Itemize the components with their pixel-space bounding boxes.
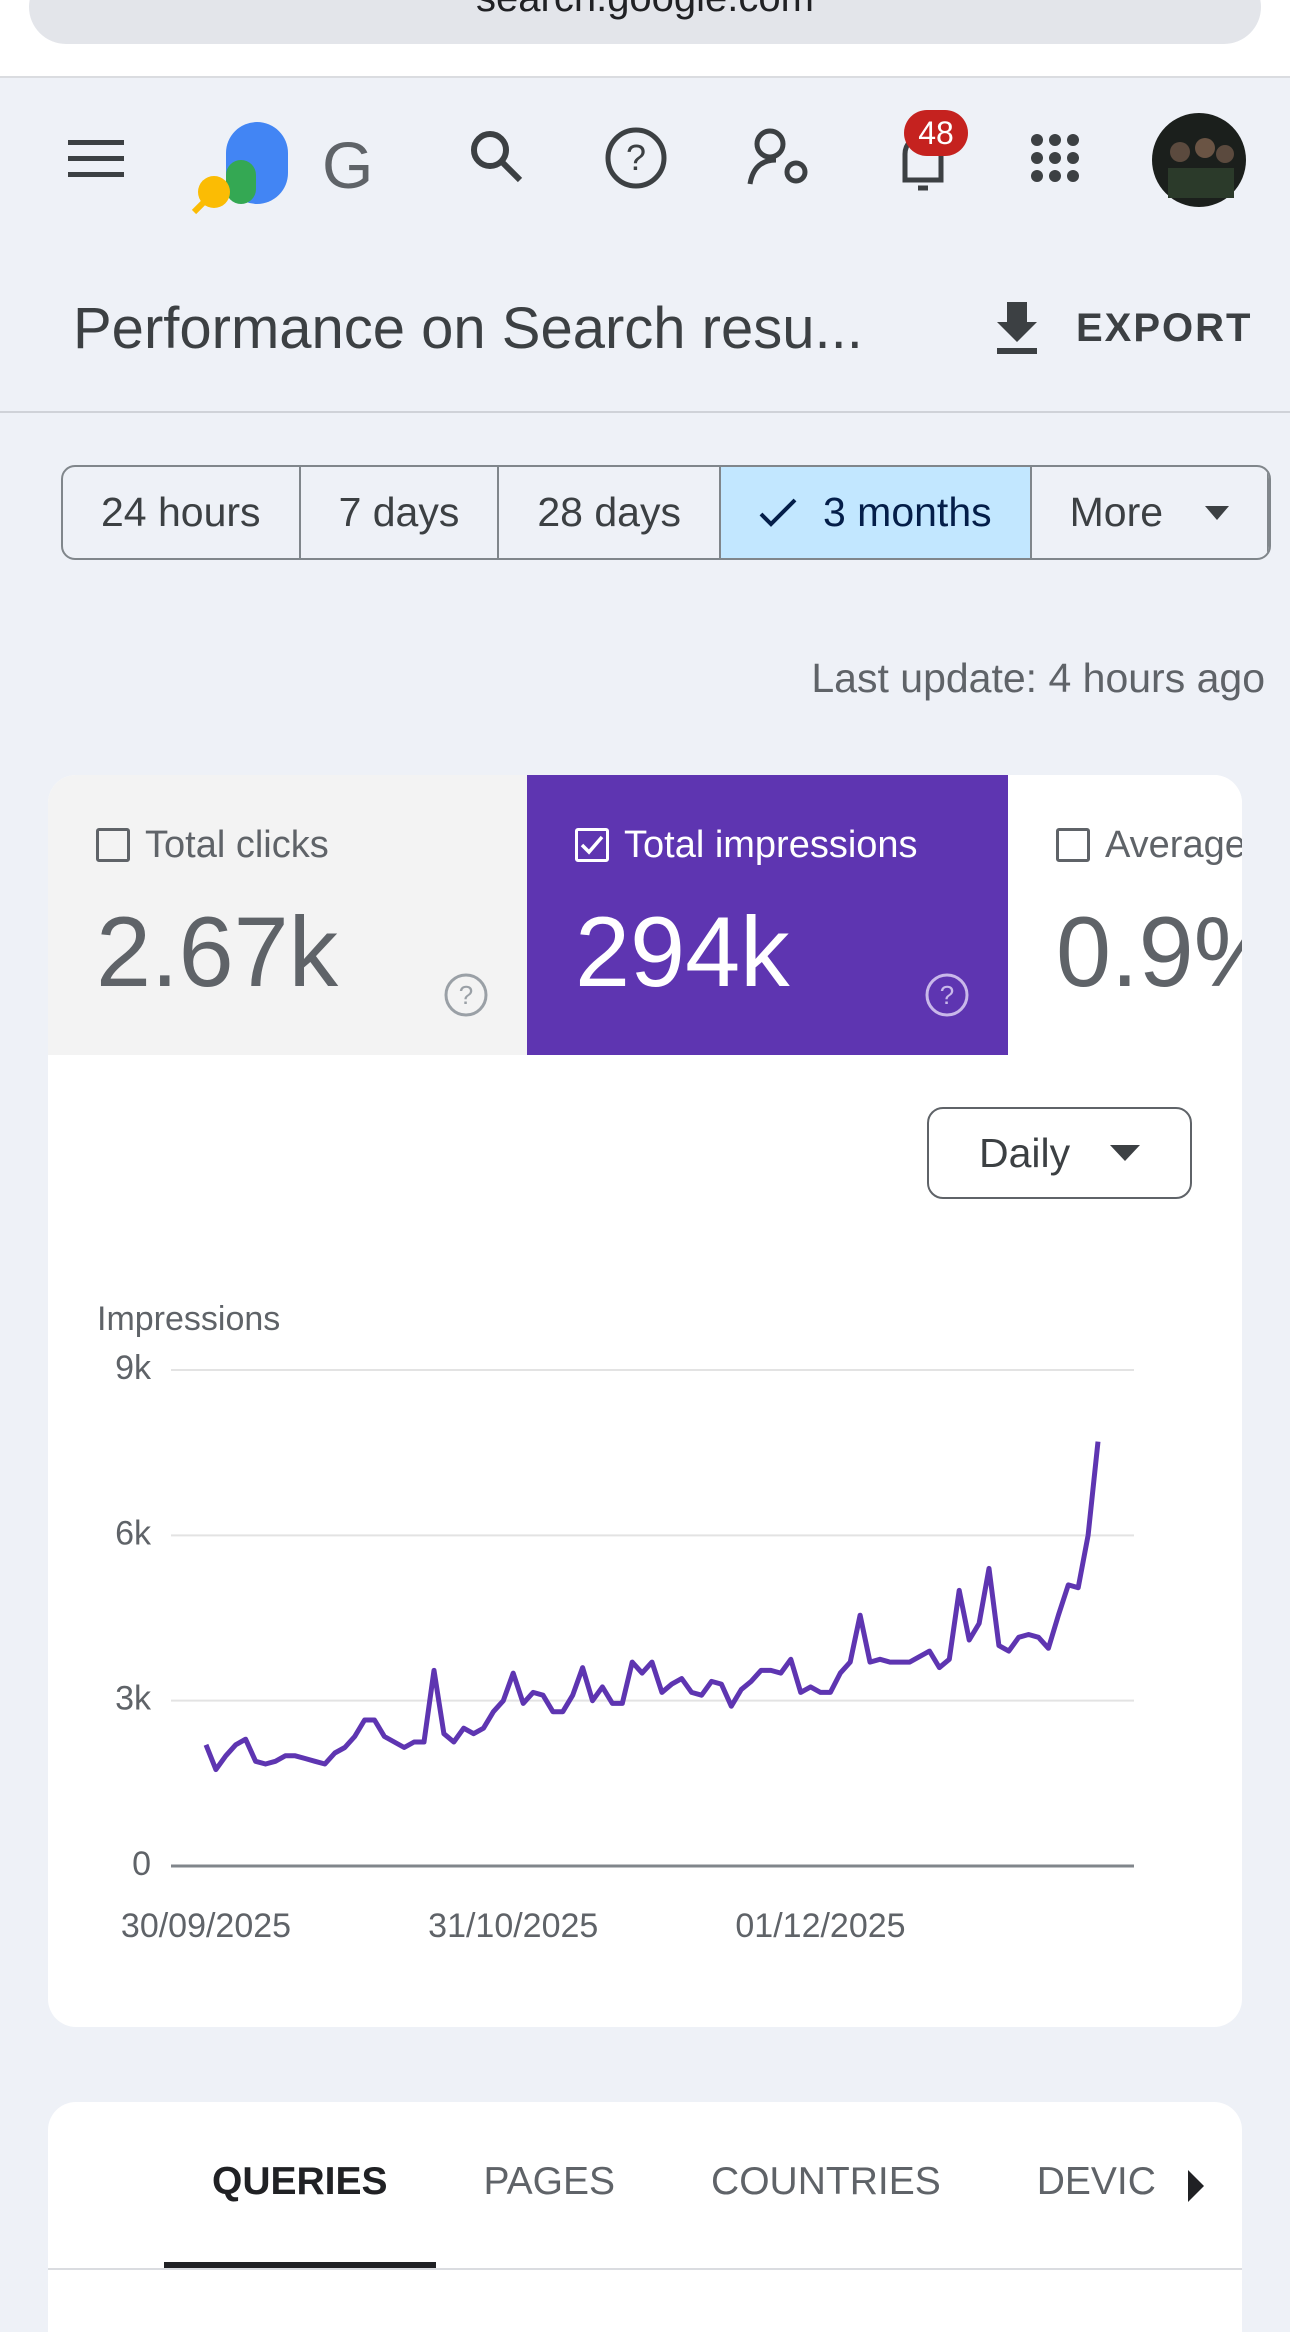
search-icon[interactable] — [471, 131, 523, 183]
logo — [191, 122, 288, 215]
export-icon[interactable] — [993, 298, 1043, 358]
divider — [48, 2268, 1242, 2270]
dropdown-arrow — [1110, 1145, 1141, 1161]
metric-value: 294k — [575, 896, 790, 1007]
tabs: QUERIES PAGES COUNTRIES DEVICES — [164, 2142, 1156, 2268]
metric-card[interactable]: Total impressions 294k? — [527, 775, 1008, 1055]
tab[interactable]: QUERIES — [164, 2142, 436, 2268]
tab[interactable]: DEVICES — [1036, 2160, 1156, 2203]
chip-label: 3 months — [822, 489, 992, 535]
y-axis-title: Impressions — [97, 1300, 280, 1338]
metric-value: 2.67k — [96, 896, 339, 1007]
metric-card[interactable]: Average CTR 0.9% — [1008, 775, 1242, 1055]
admin-icon[interactable] — [747, 128, 808, 185]
metric-label: Total impressions — [624, 824, 918, 866]
x-tick-label: 01/12/2025 — [735, 1907, 905, 1945]
divider — [0, 411, 1290, 413]
page-title: Performance on Search resu... — [73, 296, 863, 361]
filter-chip[interactable]: 3 months — [720, 467, 1032, 558]
y-tick-label: 9k — [115, 1349, 152, 1387]
check-mark — [580, 835, 604, 855]
y-tick-label: 3k — [115, 1680, 152, 1718]
date-range-chips: 24 hours 7 days 28 days 3 months More — [61, 465, 1272, 560]
avatar[interactable] — [1152, 113, 1246, 207]
badge — [904, 110, 968, 156]
tab-scroll-arrow[interactable] — [1184, 2168, 1208, 2204]
y-tick-label: 6k — [115, 1514, 152, 1552]
svg-text:?: ? — [940, 980, 954, 1010]
checkbox — [575, 828, 609, 862]
help-glyph: ? — [626, 137, 646, 178]
granularity-dropdown[interactable]: Daily — [927, 1107, 1192, 1199]
url-bar[interactable]: search.google.com — [29, 0, 1261, 44]
filter-chip[interactable]: More — [1032, 467, 1270, 558]
chip-label: More — [1069, 489, 1164, 535]
metric-label: Total clicks — [145, 824, 329, 866]
svg-text:?: ? — [459, 980, 473, 1010]
apps-icon[interactable] — [1031, 134, 1079, 182]
last-update: Last update: 4 hours ago — [811, 655, 1265, 701]
checkbox — [1056, 828, 1090, 862]
url: search.google.com — [29, 0, 1261, 18]
tab[interactable]: COUNTRIES — [711, 2160, 941, 2203]
chip-label: 24 hours — [101, 489, 261, 535]
filter-chip[interactable]: 7 days — [301, 467, 500, 558]
filter-chip[interactable]: 24 hours — [63, 467, 301, 558]
metric-cards: Total clicks 2.67k? Total impressions 294k?… — [48, 775, 1242, 1057]
menu-icon[interactable] — [68, 140, 124, 177]
tab-strip: QUERIES PAGES COUNTRIES DEVICES — [48, 2102, 1156, 2332]
tab-card: QUERIES PAGES COUNTRIES DEVICES — [48, 2102, 1242, 2332]
checkbox — [96, 828, 130, 862]
x-tick-label: 31/10/2025 — [428, 1907, 598, 1945]
chart: Impressions 0 3k 6k 9k 30/09/2025 31/10/2025 0… — [97, 1300, 1134, 1945]
y-tick-label: 0 — [132, 1845, 151, 1883]
line-series — [203, 1441, 1101, 1773]
tab[interactable]: PAGES — [483, 2160, 616, 2203]
logo-text: G — [322, 128, 373, 202]
help-icon[interactable]: ? — [924, 972, 970, 1023]
export-button[interactable]: EXPORT — [1076, 306, 1253, 350]
metric-card[interactable]: Total clicks 2.67k? — [48, 775, 527, 1055]
x-tick-label: 30/09/2025 — [121, 1907, 291, 1945]
metric-value: 0.9% — [1056, 896, 1242, 1007]
metric-label: Average CTR — [1105, 824, 1242, 866]
filter-chip[interactable]: 28 days — [499, 467, 721, 558]
app-header: G ? 48 — [68, 110, 1246, 215]
chip-label: 7 days — [338, 489, 460, 535]
badge-count: 48 — [918, 115, 954, 151]
granularity: Daily — [979, 1129, 1071, 1176]
help-icon[interactable]: ? — [605, 127, 667, 189]
browser-bar: search.google.com — [0, 0, 1290, 78]
dropdown-arrow — [1205, 505, 1230, 520]
chip-label: 28 days — [537, 489, 681, 535]
help-icon[interactable]: ? — [443, 972, 489, 1023]
check-icon — [759, 498, 797, 527]
